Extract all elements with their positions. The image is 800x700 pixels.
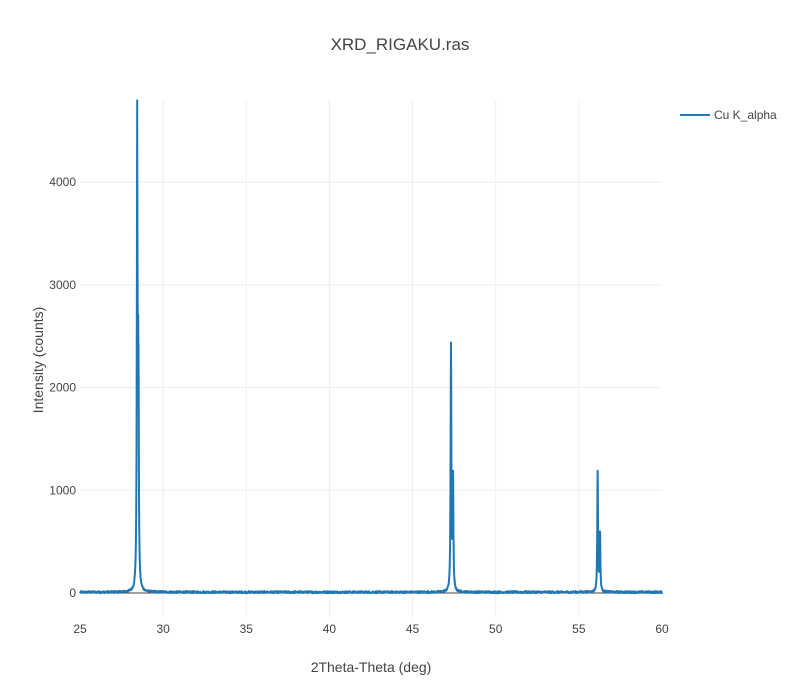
x-tick-label: 45 bbox=[406, 622, 420, 636]
y-tick-label: 4000 bbox=[49, 175, 76, 189]
x-tick-label: 30 bbox=[156, 622, 170, 636]
series-line-cu-k-alpha bbox=[79, 99, 663, 595]
x-tick-label: 50 bbox=[489, 622, 503, 636]
chart-title: XRD_RIGAKU.ras bbox=[331, 35, 470, 54]
x-axis-title: 2Theta-Theta (deg) bbox=[311, 659, 432, 675]
x-tick-labels: 25 30 35 40 45 50 55 60 bbox=[73, 622, 669, 636]
x-tick-label: 55 bbox=[572, 622, 586, 636]
x-tick-label: 35 bbox=[240, 622, 254, 636]
series-layer bbox=[79, 99, 663, 595]
y-tick-label: 0 bbox=[69, 586, 76, 600]
legend-label-cu-k-alpha: Cu K_alpha bbox=[714, 108, 777, 122]
x-tick-label: 25 bbox=[73, 622, 87, 636]
y-tick-labels: 0 1000 2000 3000 4000 bbox=[49, 175, 76, 600]
y-tick-label: 3000 bbox=[49, 278, 76, 292]
y-axis-title: Intensity (counts) bbox=[30, 307, 46, 414]
grid-lines bbox=[80, 100, 662, 618]
x-tick-label: 60 bbox=[655, 622, 669, 636]
y-tick-label: 1000 bbox=[49, 483, 76, 497]
legend[interactable]: Cu K_alpha bbox=[680, 108, 777, 122]
y-tick-label: 2000 bbox=[49, 381, 76, 395]
x-tick-label: 40 bbox=[323, 622, 337, 636]
